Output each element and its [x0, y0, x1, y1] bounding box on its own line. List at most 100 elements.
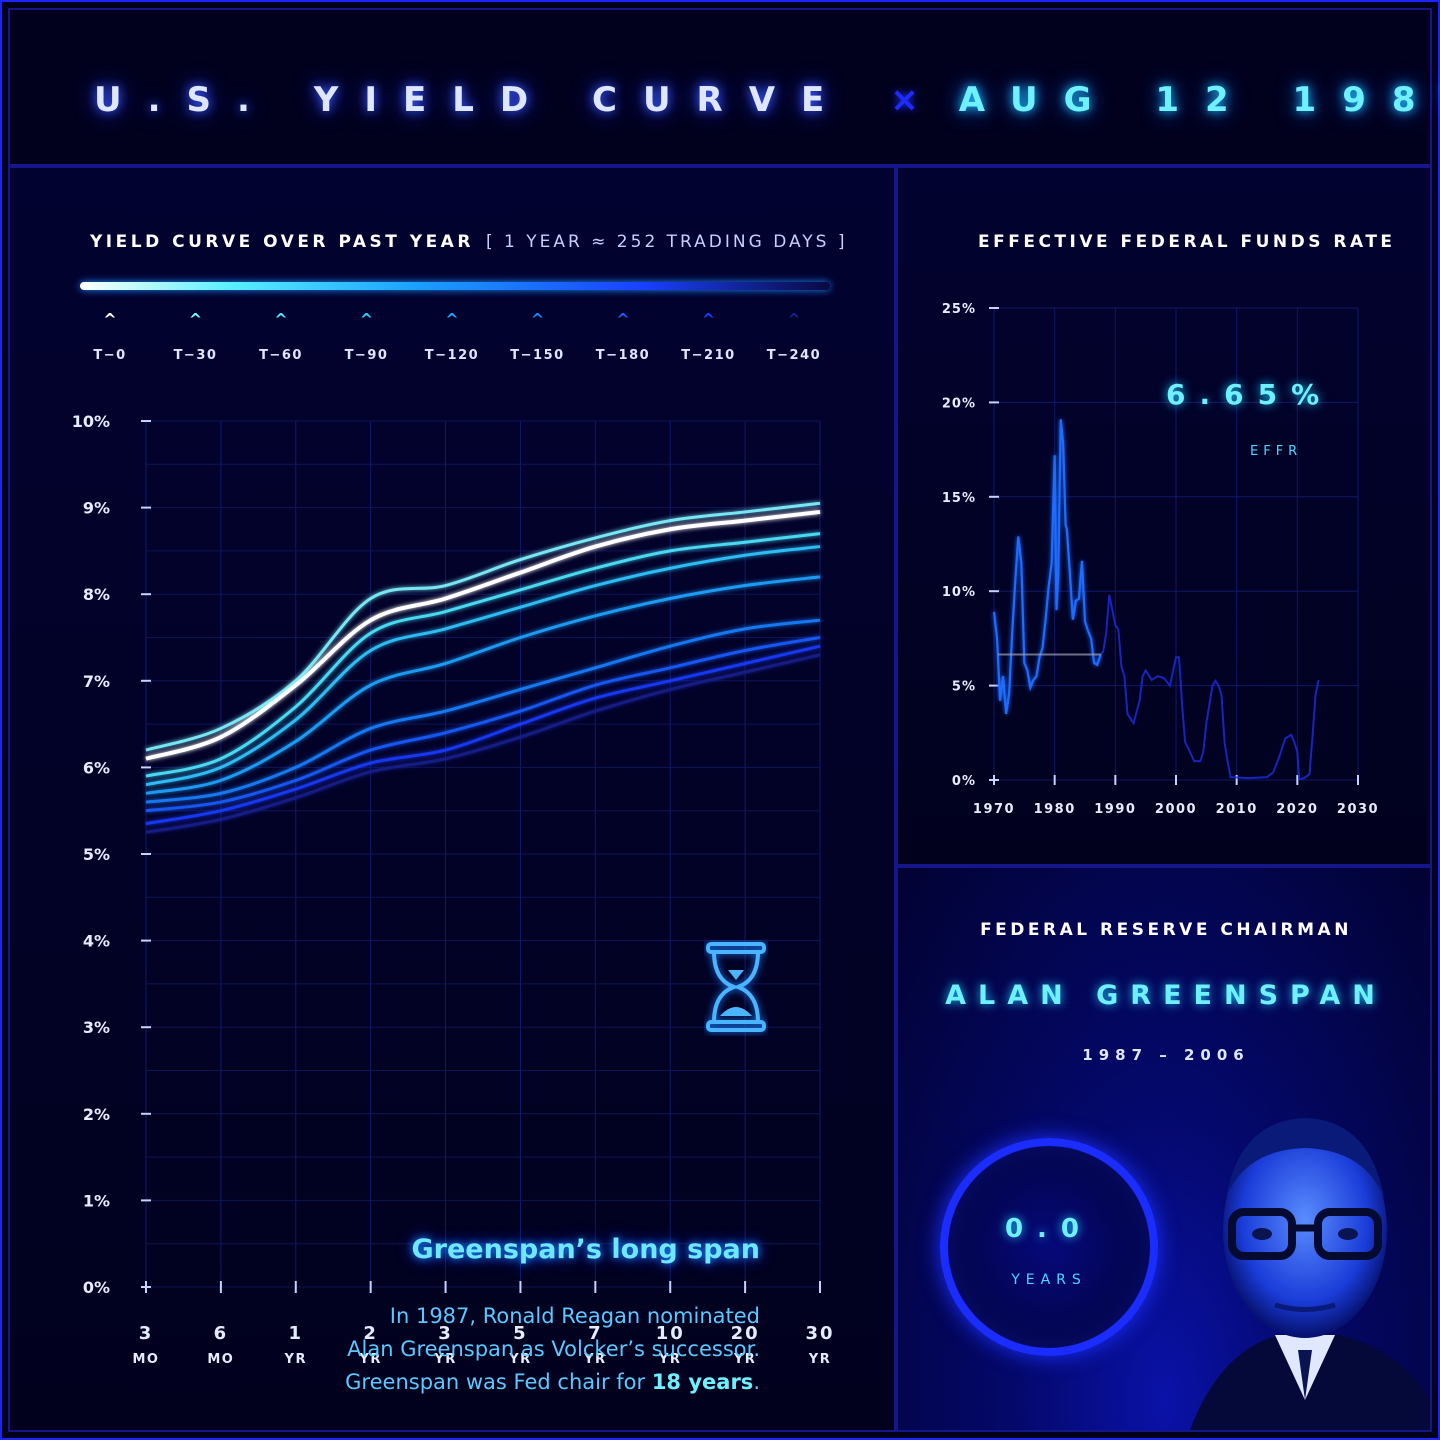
legend-chevron-icon: ^ — [188, 310, 203, 329]
legend-chevron-icon: ^ — [445, 310, 459, 329]
legend-label: T−150 — [510, 348, 565, 363]
chairman-years: 1987 – 2006 — [1082, 1046, 1250, 1064]
y-tick-label: 0% — [952, 774, 976, 789]
hourglass-icon — [706, 942, 766, 1032]
x-tick-unit: YR — [284, 1352, 307, 1367]
effr-chart: 0% 5% 10% 15% 20% 25% 1970 1980 1990 2000 2010 2020… — [942, 302, 1379, 817]
yc-lines — [145, 501, 821, 834]
effr-label: EFFR — [1250, 444, 1303, 459]
x-tick-label: 1990 — [1094, 802, 1136, 817]
yield-curve-line — [145, 509, 821, 761]
title-text: U.S. YIELD CURVE — [94, 80, 851, 120]
x-tick-unit: YR — [508, 1352, 531, 1367]
x-tick-label: 10 — [656, 1323, 685, 1344]
yield-curve-line — [145, 653, 821, 834]
y-tick-label: 10% — [72, 412, 110, 431]
y-tick-label: 0% — [83, 1278, 110, 1297]
yield-curve-line — [145, 501, 821, 752]
annotation-text: In 1987, Ronald Reagan nominated Alan Gr… — [240, 1300, 760, 1399]
y-tick-label: 2% — [83, 1105, 110, 1124]
x-tick-label: 30 — [805, 1323, 834, 1344]
legend-gradient-bar — [80, 282, 830, 290]
y-tick-label: 5% — [952, 680, 976, 695]
chairman-heading: FEDERAL RESERVE CHAIRMAN — [980, 920, 1352, 940]
y-tick-label: 3% — [83, 1018, 110, 1037]
y-tick-label: 10% — [942, 585, 976, 600]
y-tick-label: 4% — [83, 932, 110, 951]
x-tick-label: 2 — [363, 1323, 378, 1344]
x-tick-label: 2010 — [1216, 802, 1258, 817]
legend-chevron-icon: ^ — [787, 310, 801, 329]
effr-history-line — [992, 419, 1102, 715]
x-tick-unit: MO — [207, 1352, 234, 1367]
yield-curve-line — [145, 545, 821, 787]
x-tick-label: 2020 — [1276, 802, 1318, 817]
legend-label: T−30 — [173, 348, 218, 363]
x-tick-unit: MO — [133, 1352, 160, 1367]
yield-curve-line — [145, 644, 821, 826]
x-tick-unit: YR — [808, 1352, 831, 1367]
chairman-portrait — [1190, 1118, 1430, 1430]
legend-label: T−90 — [344, 348, 389, 363]
x-tick-label: 20 — [731, 1323, 760, 1344]
effr-value: 6.65% — [1166, 378, 1334, 411]
x-tick-unit: YR — [583, 1352, 606, 1367]
y-tick-label: 1% — [83, 1191, 110, 1210]
effr-panel: EFFECTIVE FEDERAL FUNDS RATE 0% 5% 10% 15% 2… — [896, 166, 1432, 866]
yield-curve-line — [145, 636, 821, 813]
tenure-unit: YEARS — [1011, 1272, 1087, 1288]
x-tick-label: 3 — [139, 1323, 154, 1344]
yield-curve-panel: YIELD CURVE OVER PAST YEAR [ 1 YEAR ≈ 252… — [8, 166, 896, 1432]
legend-chevron-icon: ^ — [359, 310, 374, 329]
y-tick-label: 25% — [942, 302, 976, 317]
page-title: U.S. YIELD CURVE × AUG 12 1987 — [94, 80, 1440, 120]
legend-label: T−120 — [424, 348, 480, 363]
yield-curve-chart: 0% 1% 2% 3% 4% 5% 6% 7% 8% 9% 10% 3 MO 6 MO 1 YR 2 YR 3 YR 5 Y… — [72, 412, 834, 1367]
y-tick-label: 5% — [83, 845, 110, 864]
legend-chevron-icon: ^ — [103, 310, 117, 329]
x-tick-unit: YR — [433, 1352, 456, 1367]
effr-future-line — [1096, 594, 1320, 781]
date-label: AUG 12 1987 — [958, 80, 1440, 120]
y-tick-label: 20% — [942, 396, 976, 411]
annotation-line-3: Greenspan was Fed chair for 18 years. — [240, 1366, 760, 1399]
y-tick-label: 6% — [83, 758, 110, 777]
annotation-line-1: In 1987, Ronald Reagan nominated — [389, 1304, 760, 1328]
y-tick-label: 9% — [83, 499, 110, 518]
section-title-text: YIELD CURVE OVER PAST YEAR — [90, 232, 474, 252]
legend-label: T−240 — [766, 348, 822, 363]
legend-chevron-icon: ^ — [530, 310, 545, 329]
legend-label: T−0 — [93, 348, 127, 363]
y-tick-label: 8% — [83, 585, 110, 604]
yield-curve-line — [145, 618, 821, 804]
x-tick-label: 2030 — [1337, 802, 1379, 817]
annotation-title: Greenspan’s long span — [411, 1234, 760, 1265]
title-separator: × — [890, 80, 919, 120]
yield-curve-section-title: YIELD CURVE OVER PAST YEAR [ 1 YEAR ≈ 252… — [90, 232, 848, 252]
header-panel: U.S. YIELD CURVE × AUG 12 1987 — [8, 8, 1440, 166]
annotation-highlight: 18 years — [651, 1370, 754, 1394]
y-tick-label: 7% — [83, 672, 110, 691]
tenure-value: 0.0 — [1004, 1214, 1094, 1244]
chairman-panel: FEDERAL RESERVE CHAIRMAN ALAN GREENSPAN … — [896, 866, 1432, 1432]
x-tick-label: 1980 — [1034, 802, 1076, 817]
x-tick-label: 1 — [289, 1323, 304, 1344]
legend-label: T−210 — [681, 348, 736, 363]
annotation-line-2: Alan Greenspan as Volcker’s successor. — [347, 1337, 760, 1361]
chairman-name: ALAN GREENSPAN — [945, 980, 1387, 1011]
legend-chevron-icon: ^ — [616, 310, 630, 329]
annotation-line-3-text: Greenspan was Fed chair for — [345, 1370, 652, 1394]
effr-section-title: EFFECTIVE FEDERAL FUNDS RATE — [978, 232, 1396, 252]
legend-chevron-icon: ^ — [274, 310, 288, 329]
y-tick-label: 15% — [942, 491, 976, 506]
x-tick-label: 6 — [214, 1323, 229, 1344]
x-tick-unit: YR — [658, 1352, 681, 1367]
x-tick-label: 7 — [588, 1323, 603, 1344]
legend-chevron-icon: ^ — [701, 310, 716, 329]
x-tick-label: 3 — [438, 1323, 453, 1344]
tenure-gauge: 0.0 YEARS — [940, 1138, 1158, 1356]
x-tick-label: 5 — [513, 1323, 528, 1344]
legend-label: T−180 — [595, 348, 651, 363]
x-tick-label: 1970 — [973, 802, 1015, 817]
yc-grid — [145, 420, 821, 1288]
